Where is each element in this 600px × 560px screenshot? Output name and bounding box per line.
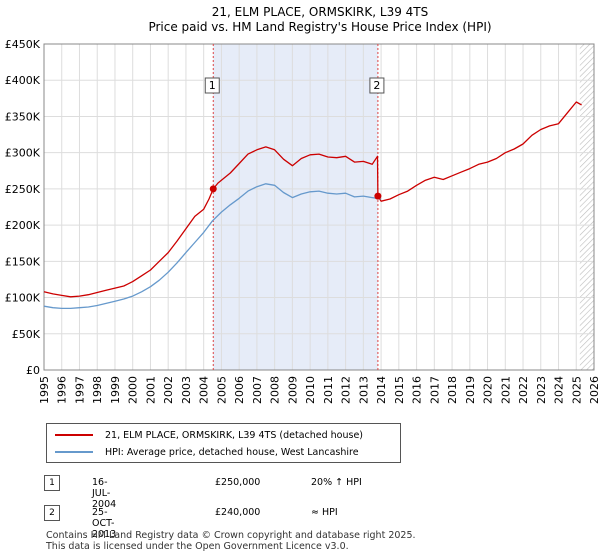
footer-attribution: Contains HM Land Registry data © Crown c… <box>46 530 416 552</box>
y-tick-label: £400K <box>5 74 41 87</box>
footer-line-1: Contains HM Land Registry data © Crown c… <box>46 530 416 541</box>
sale-point-1 <box>209 185 217 193</box>
x-tick-label: 2023 <box>535 376 548 404</box>
y-tick-label: £100K <box>5 292 41 305</box>
series-line-property <box>43 101 582 298</box>
legend-swatch-hpi <box>55 451 93 453</box>
annotation-box-1 <box>204 77 220 94</box>
x-tick-label: 1996 <box>56 376 69 404</box>
sale-marker-2: 2 <box>44 505 60 521</box>
x-tick-label: 2024 <box>553 376 566 404</box>
sale-marker-1: 1 <box>44 475 60 491</box>
y-tick-label: £150K <box>5 255 41 268</box>
annotation-box-2 <box>369 77 385 94</box>
x-tick-label: 2010 <box>304 376 317 404</box>
forecast-region <box>579 44 594 370</box>
y-tick-label: £0 <box>26 364 40 377</box>
y-tick-label: £450K <box>5 38 41 51</box>
legend-label-hpi: HPI: Average price, detached house, West… <box>105 446 359 458</box>
plot-frame <box>43 43 595 371</box>
x-tick-label: 2005 <box>215 376 228 404</box>
sale-price-1: £250,000 <box>215 477 261 488</box>
x-tick-label: 2013 <box>357 376 370 404</box>
x-tick-label: 2026 <box>588 376 600 404</box>
footer-line-2: This data is licensed under the Open Gov… <box>46 541 349 552</box>
x-tick-label: 1997 <box>73 376 86 404</box>
x-tick-label: 2025 <box>570 376 583 404</box>
x-tick-label: 2006 <box>233 376 246 404</box>
annotation-label-1: 1 <box>209 79 216 92</box>
y-tick-label: £350K <box>5 110 41 123</box>
x-tick-label: 2014 <box>375 376 388 404</box>
x-tick-label: 2012 <box>340 376 353 404</box>
chart-subtitle: Price paid vs. HM Land Registry's House … <box>148 20 491 34</box>
chart-title: 21, ELM PLACE, ORMSKIRK, L39 4TS <box>212 5 428 19</box>
legend-item-hpi: HPI: Average price, detached house, West… <box>55 444 359 460</box>
sale-date-2: 25-OCT-2013 <box>92 507 117 540</box>
x-tick-label: 2009 <box>286 376 299 404</box>
x-tick-label: 2004 <box>198 376 211 404</box>
x-tick-label: 2020 <box>482 376 495 404</box>
legend-label-property: 21, ELM PLACE, ORMSKIRK, L39 4TS (detach… <box>105 429 364 441</box>
legend: 21, ELM PLACE, ORMSKIRK, L39 4TS (detach… <box>46 423 401 463</box>
x-tick-label: 2011 <box>322 376 335 404</box>
sale-hpi-2: ≈ HPI <box>311 507 338 518</box>
y-tick-label: £300K <box>5 147 41 160</box>
x-tick-label: 2007 <box>251 376 264 404</box>
sale-date-1: 16-JUL-2004 <box>92 477 117 510</box>
sale-point-2 <box>374 192 382 200</box>
y-tick-label: £200K <box>5 219 41 232</box>
x-tick-label: 1998 <box>91 376 104 404</box>
x-tick-label: 1995 <box>38 376 51 404</box>
y-tick-label: £250K <box>5 183 41 196</box>
x-tick-label: 2008 <box>269 376 282 404</box>
x-tick-label: 2022 <box>517 376 530 404</box>
x-tick-label: 2002 <box>162 376 175 404</box>
x-tick-label: 2000 <box>127 376 140 404</box>
sale-hpi-1: 20% ↑ HPI <box>311 477 362 488</box>
x-tick-label: 2018 <box>446 376 459 404</box>
series-line-hpi <box>43 183 382 310</box>
legend-swatch-property <box>55 434 93 436</box>
x-tick-label: 2016 <box>411 376 424 404</box>
annotation-label-2: 2 <box>373 79 380 92</box>
shaded-period <box>213 44 378 370</box>
legend-item-property: 21, ELM PLACE, ORMSKIRK, L39 4TS (detach… <box>55 427 363 443</box>
x-tick-label: 2021 <box>499 376 512 404</box>
price-chart: 21, ELM PLACE, ORMSKIRK, L39 4TS Price p… <box>5 5 600 404</box>
sale-price-2: £240,000 <box>215 507 261 518</box>
x-tick-label: 2001 <box>144 376 157 404</box>
x-tick-label: 2003 <box>180 376 193 404</box>
x-tick-label: 1999 <box>109 376 122 404</box>
x-tick-label: 2019 <box>464 376 477 404</box>
x-tick-label: 2015 <box>393 376 406 404</box>
x-tick-label: 2017 <box>428 376 441 404</box>
y-tick-label: £50K <box>12 328 41 341</box>
